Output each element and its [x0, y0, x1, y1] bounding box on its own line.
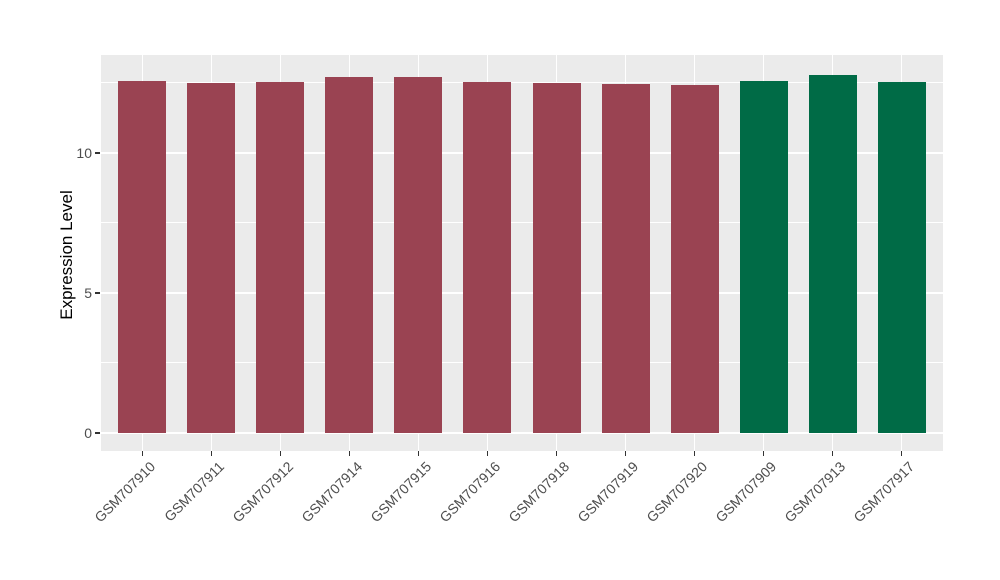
x-tick-GSM707914 — [348, 451, 351, 456]
bar-GSM707910 — [118, 81, 166, 433]
x-tick-GSM707919 — [624, 451, 627, 456]
bar-GSM707917 — [878, 81, 926, 433]
x-tick-GSM707917 — [900, 451, 903, 456]
bar-GSM707913 — [809, 74, 857, 433]
gridline-major-y0 — [101, 431, 943, 434]
x-tick-label-GSM707911: GSM707911 — [160, 458, 228, 525]
x-tick-label-GSM707916: GSM707916 — [436, 458, 504, 526]
x-tick-GSM707909 — [762, 451, 765, 456]
bar-GSM707912 — [256, 81, 304, 433]
x-tick-label-GSM707913: GSM707913 — [781, 458, 849, 526]
x-tick-label-GSM707910: GSM707910 — [91, 458, 159, 526]
x-tick-GSM707918 — [555, 451, 558, 456]
bar-GSM707916 — [463, 81, 511, 433]
x-tick-label-GSM707918: GSM707918 — [505, 458, 573, 526]
y-tick-label-0: 0 — [84, 424, 92, 441]
x-tick-GSM707911 — [210, 451, 213, 456]
y-tick-5 — [95, 292, 100, 294]
x-tick-GSM707916 — [486, 451, 489, 456]
gridline-minor-y7.5 — [101, 222, 943, 224]
y-tick-10 — [95, 152, 100, 154]
y-tick-0 — [95, 432, 100, 434]
y-tick-label-10: 10 — [76, 144, 92, 161]
x-tick-label-GSM707919: GSM707919 — [574, 458, 642, 526]
gridline-minor-y2.5 — [101, 362, 943, 364]
x-tick-label-GSM707920: GSM707920 — [643, 458, 711, 526]
bar-GSM707915 — [394, 77, 442, 433]
gridline-major-y5 — [101, 291, 943, 294]
bar-GSM707918 — [533, 82, 581, 433]
plot-panel — [101, 55, 943, 451]
x-tick-label-GSM707915: GSM707915 — [367, 458, 435, 526]
bar-GSM707911 — [187, 82, 235, 433]
x-tick-GSM707913 — [831, 451, 834, 456]
x-tick-GSM707915 — [417, 451, 420, 456]
bar-GSM707920 — [671, 84, 719, 433]
x-tick-label-GSM707917: GSM707917 — [850, 458, 918, 526]
x-tick-label-GSM707914: GSM707914 — [298, 458, 366, 526]
gridline-major-y10 — [101, 151, 943, 154]
bar-GSM707909 — [740, 81, 788, 433]
x-tick-GSM707920 — [693, 451, 696, 456]
bar-GSM707914 — [325, 77, 373, 433]
x-tick-label-GSM707909: GSM707909 — [712, 458, 780, 526]
x-tick-GSM707912 — [279, 451, 282, 456]
gridline-minor-y12.5 — [101, 82, 943, 84]
y-tick-label-5: 5 — [84, 284, 92, 301]
x-tick-GSM707910 — [141, 451, 144, 456]
bar-GSM707919 — [602, 84, 650, 433]
x-tick-label-GSM707912: GSM707912 — [229, 458, 297, 526]
